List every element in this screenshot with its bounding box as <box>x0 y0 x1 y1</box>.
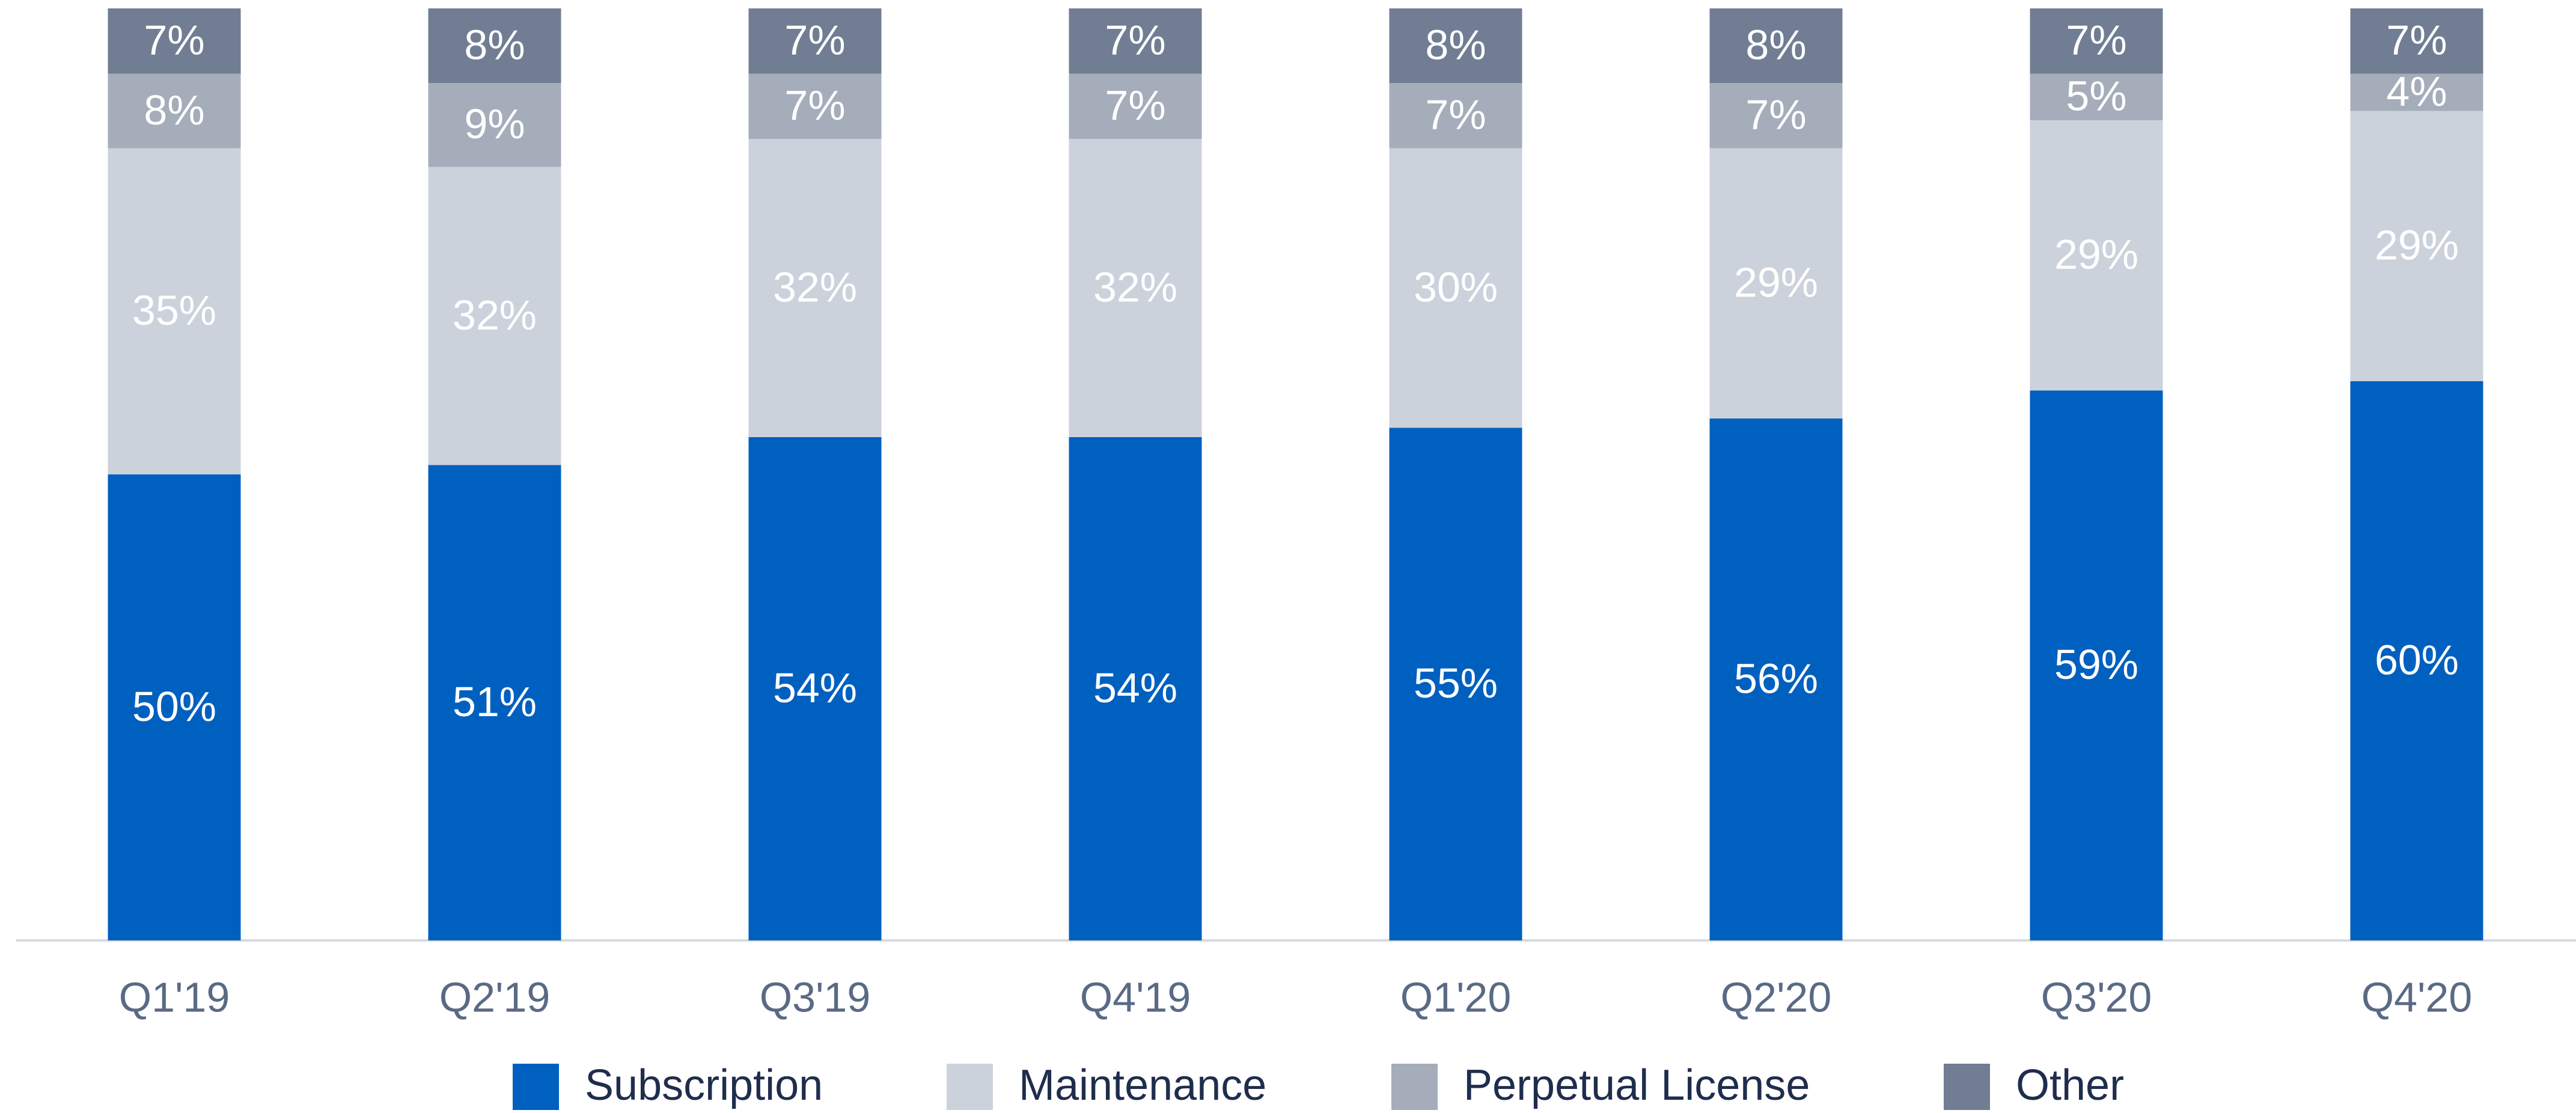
bar-segment <box>1709 419 1843 940</box>
data-label: 55% <box>1414 660 1498 707</box>
bar-segment <box>2030 120 2163 391</box>
bar-segment <box>1709 83 1843 149</box>
bar-segment <box>2350 111 2483 381</box>
x-tick-label: Q4'20 <box>2361 973 2473 1020</box>
data-label: 54% <box>1093 664 1177 711</box>
x-tick-label: Q1'20 <box>1400 973 1512 1020</box>
legend-swatch <box>1944 1064 1990 1110</box>
x-tick-label: Q2'19 <box>439 973 551 1020</box>
data-label: 7% <box>1105 82 1165 129</box>
data-label: 32% <box>773 263 857 310</box>
data-label: 35% <box>132 287 216 334</box>
bar-segment <box>108 73 241 149</box>
data-label: 8% <box>464 21 525 68</box>
x-tick-label: Q3'19 <box>760 973 871 1020</box>
bar-segment <box>748 437 882 940</box>
data-label: 32% <box>1093 263 1177 310</box>
data-label: 60% <box>2375 636 2459 683</box>
data-label: 51% <box>453 678 537 725</box>
bar-segment <box>1389 148 1522 428</box>
data-label: 29% <box>1734 259 1818 306</box>
data-label: 8% <box>144 87 204 133</box>
bar-segment <box>748 73 882 139</box>
bar-segment <box>428 8 561 83</box>
bar-segment <box>2030 8 2163 74</box>
bar-segment <box>428 167 561 465</box>
legend-swatch <box>947 1064 993 1110</box>
data-label: 29% <box>2054 231 2138 278</box>
x-tick-label: Q1'19 <box>119 973 230 1020</box>
data-label: 56% <box>1734 655 1818 702</box>
bar-segment <box>1069 139 1202 437</box>
bar-segment <box>108 8 241 74</box>
data-label: 7% <box>784 82 845 129</box>
data-label: 7% <box>144 17 204 64</box>
bar-segment <box>2030 73 2163 120</box>
data-label: 9% <box>464 100 525 147</box>
bar-segment <box>108 148 241 474</box>
data-label: 7% <box>2386 17 2447 64</box>
data-label: 29% <box>2375 222 2459 269</box>
legend-label: Subscription <box>585 1061 823 1109</box>
bar-segment <box>108 474 241 940</box>
data-label: 50% <box>132 683 216 730</box>
data-label: 7% <box>1745 91 1806 138</box>
bar-segment <box>2350 8 2483 74</box>
data-label: 30% <box>1414 263 1498 310</box>
bar-segment <box>1389 8 1522 83</box>
bar-segment <box>428 465 561 940</box>
data-label: 59% <box>2054 641 2138 688</box>
bar-segment <box>1389 428 1522 940</box>
bar-segment <box>428 83 561 167</box>
data-label: 7% <box>1105 17 1165 64</box>
bar-segment <box>748 139 882 437</box>
data-label: 7% <box>784 17 845 64</box>
data-label: 8% <box>1745 21 1806 68</box>
data-label: 54% <box>773 664 857 711</box>
data-label: 32% <box>453 292 537 339</box>
x-tick-label: Q3'20 <box>2041 973 2152 1020</box>
bar-segment <box>1069 73 1202 139</box>
bar-segment <box>2030 390 2163 940</box>
data-label: 4% <box>2386 68 2447 115</box>
legend-label: Other <box>2016 1061 2124 1109</box>
legend-swatch <box>513 1064 559 1110</box>
legend-swatch <box>1391 1064 1438 1110</box>
bar-segment <box>1389 83 1522 149</box>
bar-segment <box>1069 8 1202 74</box>
x-tick-label: Q4'19 <box>1080 973 1191 1020</box>
bar-segment <box>748 8 882 74</box>
data-label: 7% <box>1425 91 1486 138</box>
bar-segment <box>1069 437 1202 940</box>
legend-label: Perpetual License <box>1463 1061 1810 1109</box>
data-label: 8% <box>1425 21 1486 68</box>
bar-segment <box>1709 8 1843 83</box>
x-tick-label: Q2'20 <box>1721 973 1832 1020</box>
bar-segment <box>2350 381 2483 940</box>
bar-segment <box>1709 148 1843 419</box>
bar-segment <box>2350 73 2483 111</box>
legend-label: Maintenance <box>1019 1061 1266 1109</box>
data-label: 5% <box>2066 73 2126 120</box>
data-label: 7% <box>2066 17 2126 64</box>
